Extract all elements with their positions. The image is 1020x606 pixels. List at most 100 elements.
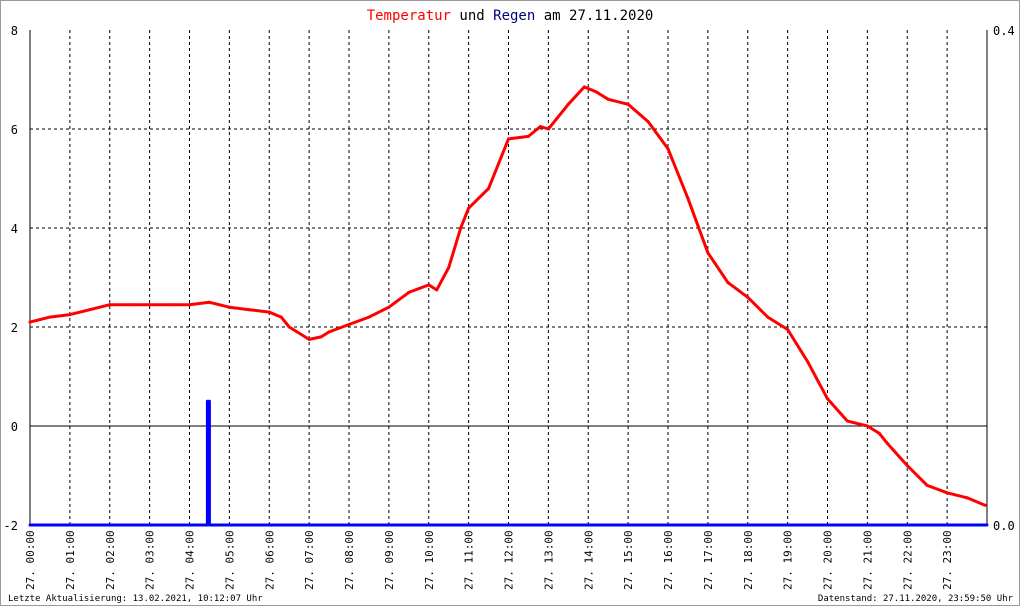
footer-data-status: Datenstand: 27.11.2020, 23:59:50 Uhr [818, 594, 1014, 604]
temperature-point [626, 102, 630, 106]
x-tick-label: 27. 06:00 [263, 530, 276, 590]
title-rain: Regen [493, 8, 535, 24]
y-axis-left: -2 0 2 4 6 8 [4, 24, 18, 533]
temperature-point [983, 503, 987, 507]
x-tick-label: 27. 08:00 [343, 530, 356, 590]
x-tick-label: 27. 09:00 [383, 530, 396, 590]
temperature-point [447, 266, 451, 270]
temperature-point [546, 127, 550, 131]
temperature-point [307, 337, 311, 341]
x-tick-label: 27. 07:00 [303, 530, 316, 590]
x-tick-label: 27. 19:00 [782, 530, 795, 590]
temperature-point [88, 308, 92, 312]
title-date: am 27.11.2020 [535, 8, 653, 24]
x-tick-label: 27. 03:00 [144, 530, 157, 590]
x-tick-label: 27. 12:00 [503, 530, 516, 590]
temperature-point [467, 206, 471, 210]
x-tick-label: 27. 17:00 [702, 530, 715, 590]
temperature-point [686, 196, 690, 200]
x-tick-label: 27. 16:00 [662, 530, 675, 590]
y-tick-label-left: -2 [4, 519, 18, 533]
temperature-point [267, 310, 271, 314]
temperature-point [925, 483, 929, 487]
footer-last-update: Letzte Aktualisierung: 13.02.2021, 10:12… [8, 594, 263, 604]
temperature-point [526, 134, 530, 138]
axes [29, 30, 988, 525]
series-layer [28, 85, 989, 527]
x-tick-label: 27. 14:00 [582, 530, 595, 590]
temperature-point [38, 318, 42, 322]
temperature-point [327, 330, 331, 334]
temperature-point [287, 325, 291, 329]
title-temperature: Temperatur [367, 8, 451, 24]
temperature-point [877, 431, 881, 435]
temperature-point [427, 283, 431, 287]
temperature-point [566, 102, 570, 106]
rain-point [206, 524, 209, 526]
temperature-point [766, 315, 770, 319]
x-tick-label: 27. 23:00 [941, 530, 954, 590]
temperature-point [188, 303, 191, 307]
temperature-point [108, 303, 112, 307]
temperature-point [48, 315, 52, 319]
temperature-point [407, 290, 411, 294]
temperature-point [746, 295, 750, 299]
y-tick-label-left: 0 [11, 420, 18, 434]
y-tick-label-right: 0.4 [993, 24, 1015, 38]
rain-point [206, 400, 209, 403]
temperature-point [28, 320, 32, 324]
temperature-point [646, 120, 650, 124]
temperature-point [367, 315, 371, 319]
temperature-point [207, 300, 211, 304]
temperature-point [387, 305, 391, 309]
temperature-point [826, 397, 829, 401]
temperature-point [885, 441, 889, 445]
temperature-point [68, 313, 72, 317]
temperature-point [168, 303, 172, 307]
temperature-point [582, 85, 586, 89]
x-tick-label: 27. 01:00 [64, 530, 77, 590]
rain-point [208, 400, 211, 403]
temperature-point [435, 288, 439, 292]
x-tick-label: 27. 04:00 [184, 530, 197, 590]
x-tick-label: 27. 18:00 [742, 530, 755, 590]
rain-point [208, 524, 211, 526]
rain-point [29, 524, 31, 526]
y-tick-label-left: 8 [11, 24, 18, 38]
x-tick-label: 27. 15:00 [622, 530, 635, 590]
temperature-point [347, 323, 351, 327]
temperature-point [279, 315, 283, 319]
y-axis-right: 0.0 0.4 [993, 24, 1015, 533]
x-tick-label: 27. 05:00 [223, 530, 236, 590]
temperature-point [247, 308, 251, 312]
y-tick-label-left: 4 [11, 222, 18, 236]
y-tick-label-right: 0.0 [993, 519, 1015, 533]
temperature-point [459, 226, 463, 230]
x-tick-label: 27. 21:00 [861, 530, 874, 590]
temperature-point [487, 186, 491, 190]
x-tick-label: 27. 10:00 [423, 530, 436, 590]
temperature-point [945, 491, 949, 495]
x-tick-label: 27. 02:00 [104, 530, 117, 590]
y-tick-label-left: 6 [11, 123, 18, 137]
x-tick-label: 27. 20:00 [822, 530, 835, 590]
temperature-point [865, 424, 869, 428]
chart-title: Temperatur und Regen am 27.11.2020 [367, 8, 654, 24]
temperature-point [905, 464, 909, 468]
temperature-point [726, 280, 730, 284]
temperature-point [706, 251, 710, 255]
x-tick-label: 27. 22:00 [901, 530, 914, 590]
rain-point [986, 524, 988, 526]
x-tick-label: 27. 11:00 [463, 530, 476, 590]
x-axis: 27. 00:00 27. 01:00 27. 02:00 27. 03:00 27. … [24, 530, 954, 590]
x-tick-label: 27. 13:00 [542, 530, 555, 590]
temperature-point [845, 419, 849, 423]
temperature-point [594, 90, 598, 94]
y-tick-label-left: 2 [11, 321, 18, 335]
title-und: und [451, 8, 493, 24]
temperature-point [538, 125, 542, 129]
temperature-point [786, 327, 790, 331]
temperature-point [965, 496, 969, 500]
temperature-point [148, 303, 152, 307]
